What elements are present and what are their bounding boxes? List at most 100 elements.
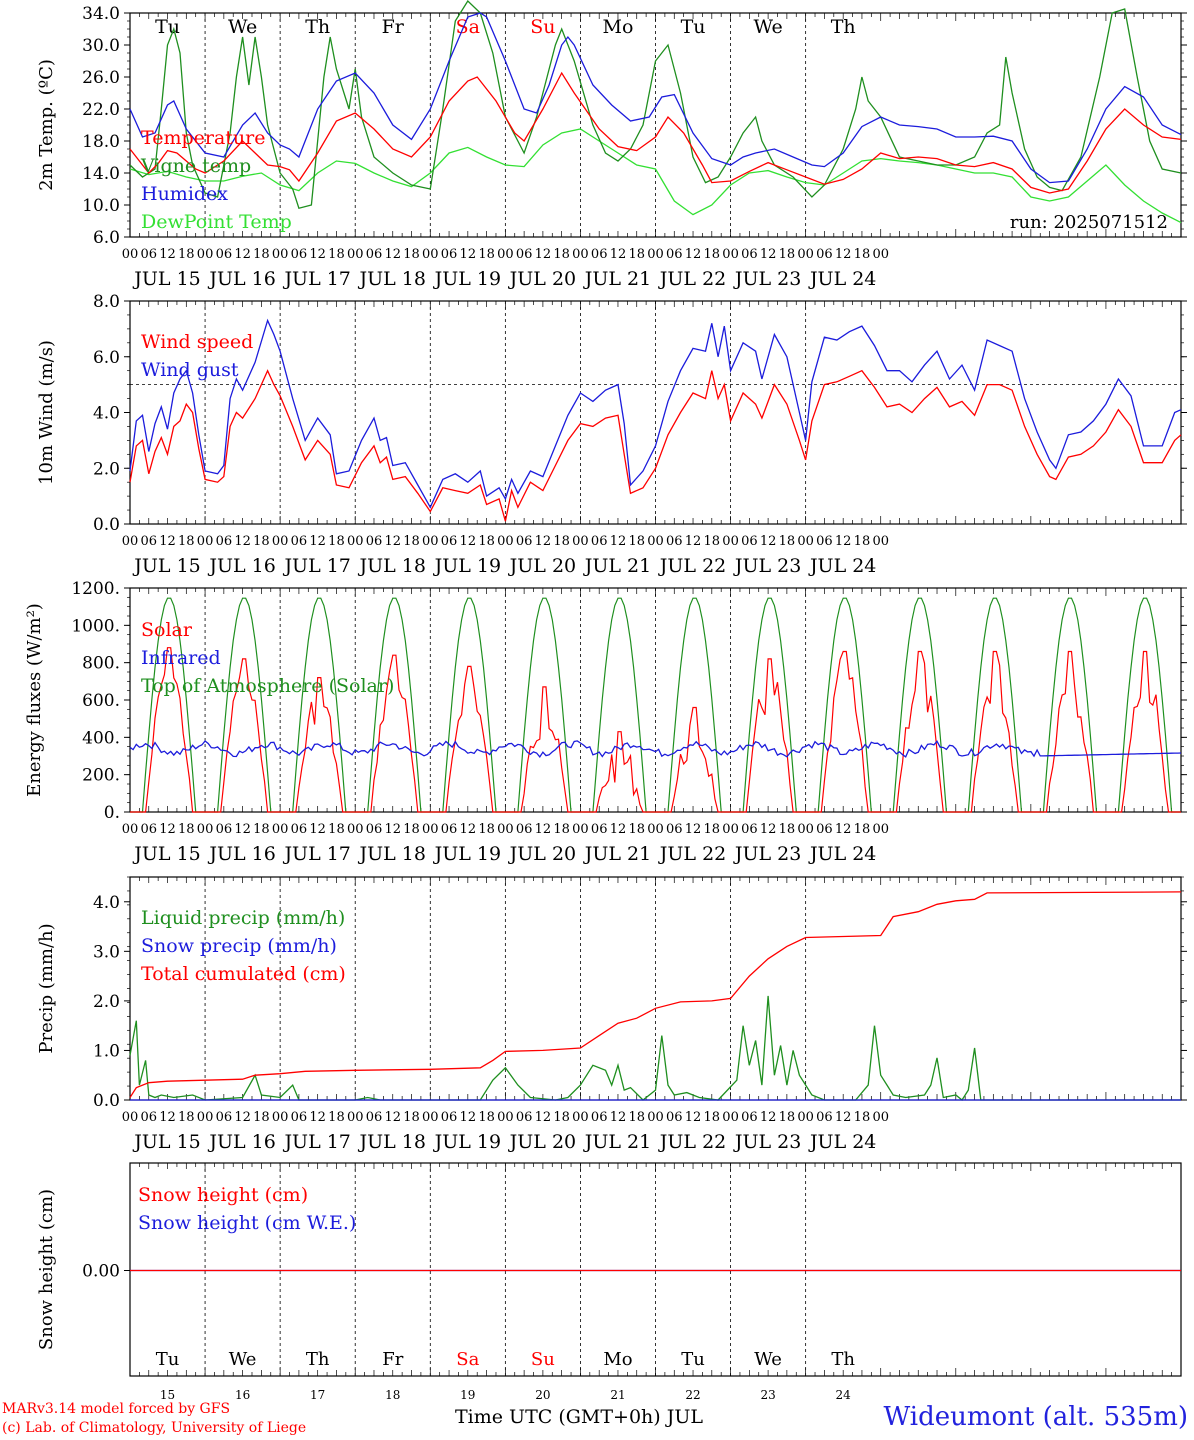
- day-date-label: JUL 15: [132, 843, 200, 865]
- weekday-label: Th: [831, 16, 856, 38]
- hour-tick-label: 12: [760, 822, 777, 837]
- legend-entry: Snow precip (mm/h): [141, 935, 337, 957]
- hour-tick-label: 06: [216, 247, 233, 262]
- hour-tick-label: 00: [197, 247, 214, 262]
- hour-tick-label: 18: [854, 1110, 871, 1125]
- y-axis-label: 2m Temp. (ºC): [36, 59, 57, 191]
- hour-tick-label: 12: [159, 1110, 176, 1125]
- hour-tick-label: 18: [178, 534, 195, 549]
- series-line: [129, 369, 1182, 522]
- panel-1: 6.0 10.0 14.0 18.0 22.0 26.0 30.0 34.0 2m Temp. …: [36, 0, 1187, 290]
- hour-tick-label: 18: [854, 534, 871, 549]
- weekday-label: Tu: [156, 1349, 180, 1370]
- hour-tick-label: 12: [760, 534, 777, 549]
- credit-line-1: MARv3.14 model forced by GFS: [2, 1401, 231, 1417]
- day-date-label: JUL 15: [132, 268, 200, 290]
- hour-tick-label: 06: [291, 822, 308, 837]
- hour-tick-label: 00: [872, 534, 889, 549]
- hour-tick-label: 06: [216, 822, 233, 837]
- hour-tick-label: 00: [572, 822, 589, 837]
- hour-tick-label: 00: [497, 247, 514, 262]
- legend-entry: Total cumulated (cm): [141, 963, 346, 985]
- hour-tick-label: 00: [797, 247, 814, 262]
- hour-tick-label: 00: [272, 822, 289, 837]
- hour-tick-label: 06: [140, 822, 157, 837]
- hour-tick-label: 06: [366, 247, 383, 262]
- day-number-label: 19: [460, 1388, 475, 1402]
- hour-tick-label: 18: [704, 247, 721, 262]
- y-tick-label: 200.: [82, 766, 120, 786]
- weekday-label: Su: [531, 1349, 555, 1370]
- hour-tick-label: 12: [159, 534, 176, 549]
- hour-tick-label: 00: [197, 534, 214, 549]
- hour-tick-label: 18: [628, 534, 645, 549]
- weekday-label: Sa: [456, 1349, 479, 1370]
- series-line: [129, 128, 1182, 224]
- hour-tick-label: 06: [591, 247, 608, 262]
- hour-tick-label: 00: [647, 1110, 664, 1125]
- hour-tick-label: 06: [140, 534, 157, 549]
- day-number-label: 24: [836, 1388, 852, 1402]
- hour-tick-label: 06: [291, 534, 308, 549]
- y-tick-label: 10.0: [82, 196, 120, 216]
- weekday-label: Tu: [155, 16, 180, 38]
- hour-tick-label: 18: [779, 534, 796, 549]
- panel-3: 0. 200. 400. 600. 800. 1000. 1200. Energy fluxe…: [24, 579, 1187, 865]
- y-axis-label: 10m Wind (m/s): [36, 340, 57, 485]
- weekday-label: Tu: [681, 1349, 705, 1370]
- hour-tick-label: 18: [178, 822, 195, 837]
- hour-tick-label: 18: [403, 822, 420, 837]
- day-date-label: JUL 17: [282, 268, 350, 290]
- legend-entry: Solar: [141, 619, 193, 641]
- day-date-label: JUL 23: [733, 555, 801, 577]
- hour-tick-label: 18: [328, 822, 345, 837]
- weekday-label: We: [228, 16, 257, 38]
- weekday-label: Th: [306, 1349, 330, 1370]
- day-date-label: JUL 19: [433, 843, 501, 865]
- hour-tick-label: 00: [572, 1110, 589, 1125]
- hour-tick-label: 12: [835, 247, 852, 262]
- y-tick-label: 22.0: [82, 100, 120, 120]
- hour-tick-label: 06: [741, 534, 758, 549]
- legend-entry: Humidex: [141, 183, 228, 205]
- run-label: run: 2025071512: [1010, 212, 1168, 233]
- hour-tick-label: 00: [422, 1110, 439, 1125]
- y-tick-label: 800.: [82, 654, 120, 674]
- day-date-label: JUL 17: [282, 1131, 350, 1153]
- hour-tick-label: 12: [309, 247, 326, 262]
- hour-tick-label: 18: [253, 822, 270, 837]
- series-line: [129, 891, 1182, 1098]
- hour-tick-label: 12: [384, 247, 401, 262]
- hour-tick-label: 12: [610, 1110, 627, 1125]
- day-date-label: JUL 20: [508, 555, 576, 577]
- hour-tick-label: 00: [572, 247, 589, 262]
- y-tick-label: 2.0: [93, 459, 120, 479]
- hour-tick-label: 06: [591, 822, 608, 837]
- hour-tick-label: 12: [685, 534, 702, 549]
- hour-tick-label: 00: [647, 534, 664, 549]
- day-date-label: JUL 22: [658, 268, 726, 290]
- hour-tick-label: 00: [497, 534, 514, 549]
- hour-tick-label: 00: [422, 247, 439, 262]
- day-date-label: JUL 23: [733, 843, 801, 865]
- hour-tick-label: 00: [872, 1110, 889, 1125]
- hour-tick-label: 12: [309, 1110, 326, 1125]
- weekday-label: Fr: [382, 1349, 403, 1370]
- legend-entry: Top of Atmosphere (Solar): [141, 675, 394, 697]
- hour-tick-label: 00: [122, 534, 139, 549]
- hour-tick-label: 12: [610, 534, 627, 549]
- hour-tick-label: 00: [422, 534, 439, 549]
- legend-entry: Snow height (cm): [138, 1184, 308, 1206]
- hour-tick-label: 18: [553, 534, 570, 549]
- hour-tick-label: 00: [722, 822, 739, 837]
- y-tick-label: 1.0: [93, 1041, 120, 1061]
- day-date-label: JUL 16: [207, 1131, 275, 1153]
- hour-tick-label: 12: [460, 1110, 477, 1125]
- hour-tick-label: 06: [140, 247, 157, 262]
- series-line: [129, 0, 1182, 209]
- weekday-label: Tu: [681, 16, 706, 38]
- hour-tick-label: 06: [816, 247, 833, 262]
- hour-tick-label: 18: [478, 247, 495, 262]
- day-date-label: JUL 23: [733, 1131, 801, 1153]
